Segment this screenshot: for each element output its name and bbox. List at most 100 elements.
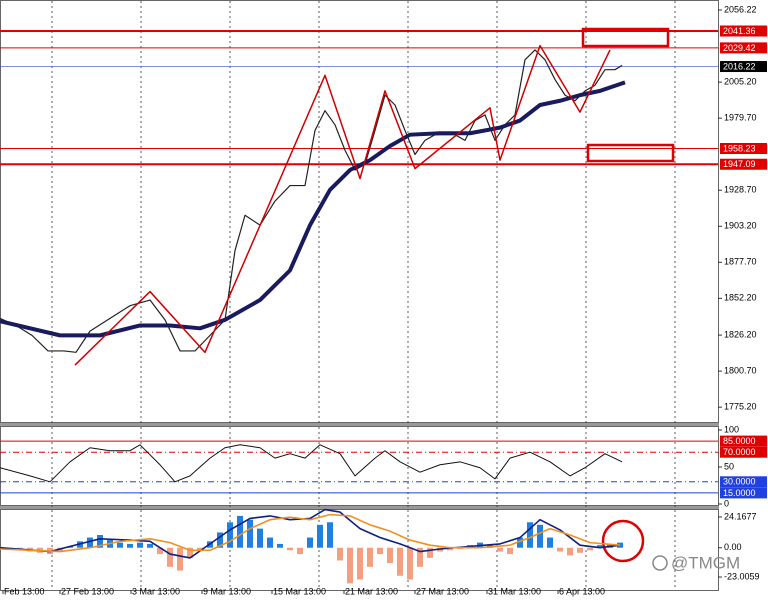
histogram-bar <box>117 542 123 548</box>
histogram-bar <box>177 547 183 571</box>
series-line <box>0 80 626 338</box>
histogram-bar <box>547 537 553 548</box>
histogram-bar <box>257 528 263 548</box>
x-tick-label: 6 Apr 13:00 <box>559 586 605 596</box>
y-tick-label: 1877.70 <box>724 257 757 267</box>
watermark: @TMGM <box>652 553 740 572</box>
histogram-bar <box>517 537 523 548</box>
x-tick-label: 15 Mar 13:00 <box>273 586 326 596</box>
level-label-box <box>720 446 767 458</box>
y-tick-label: 2005.20 <box>724 76 757 86</box>
y-tick-label: 1800.70 <box>724 366 757 376</box>
highlight-box <box>581 27 670 48</box>
histogram-bar <box>297 547 303 555</box>
highlight-circle <box>601 519 645 563</box>
x-tick-label: 9 Mar 13:00 <box>203 586 251 596</box>
level-label: 30.0000 <box>723 477 756 487</box>
level-label: 15.0000 <box>723 488 756 498</box>
level-label: 2029.42 <box>723 43 756 53</box>
histogram-bar <box>377 547 383 555</box>
y-tick-label: 24.1677 <box>724 511 757 521</box>
separator <box>0 423 719 426</box>
series-line <box>0 508 621 559</box>
level-label-box <box>720 42 767 54</box>
y-tick-label: 0.00 <box>724 542 742 552</box>
histogram-bar <box>407 547 413 580</box>
y-tick-label: 1826.20 <box>724 329 757 339</box>
level-label-box <box>720 476 767 488</box>
histogram-bar <box>247 519 253 548</box>
histogram-bar <box>557 547 563 552</box>
series-line <box>0 513 621 553</box>
separator <box>0 506 719 509</box>
histogram-bar <box>497 547 503 552</box>
level-label: 1958.23 <box>723 143 756 153</box>
histogram-bar <box>97 534 103 548</box>
histogram-bar <box>347 547 353 584</box>
histogram-bar <box>87 537 93 548</box>
y-tick-label: 1903.20 <box>724 221 757 231</box>
rsi-panel <box>0 426 719 506</box>
x-tick-label: 21 Mar 13:00 <box>345 586 398 596</box>
y-tick-label: -23.0059 <box>724 571 760 581</box>
level-label-box <box>720 142 767 154</box>
histogram-bar <box>447 547 453 551</box>
highlight-box <box>586 143 675 163</box>
main-panel <box>0 0 719 423</box>
level-label-box <box>720 61 767 73</box>
x-tick-label: 31 Mar 13:00 <box>488 586 541 596</box>
level-label-box <box>720 487 767 499</box>
histogram-bar <box>317 524 323 548</box>
histogram-bar <box>427 547 433 558</box>
histogram-bar <box>577 547 583 553</box>
histogram-bar <box>417 547 423 567</box>
histogram-bar <box>237 515 243 548</box>
histogram-bar <box>137 542 143 548</box>
level-label: 1947.09 <box>723 159 756 169</box>
macd-panel <box>0 509 719 591</box>
x-tick-label: 3 Mar 13:00 <box>132 586 180 596</box>
histogram-bar <box>357 547 363 580</box>
watermark-icon <box>652 555 668 571</box>
y-tick-label: 1852.20 <box>724 293 757 303</box>
histogram-bar <box>597 545 603 548</box>
histogram-bar <box>287 547 293 551</box>
histogram-bar <box>167 547 173 567</box>
y-tick-label: 0 <box>724 498 729 508</box>
histogram-bar <box>187 547 193 558</box>
histogram-bar <box>197 547 203 551</box>
histogram-bar <box>307 537 313 548</box>
histogram-bar <box>587 547 593 551</box>
x-tick-label: 27 Mar 13:00 <box>416 586 469 596</box>
x-tick-label: 27 Feb 13:00 <box>61 586 114 596</box>
y-tick-label: 1928.70 <box>724 185 757 195</box>
level-label-box <box>720 435 767 447</box>
level-label: 2016.22 <box>723 61 756 71</box>
histogram-bar <box>157 547 163 555</box>
histogram-bar <box>567 547 573 556</box>
series-line <box>0 444 623 483</box>
y-tick-label: 2056.22 <box>724 4 757 14</box>
histogram-bar <box>147 543 153 548</box>
histogram-bar <box>267 537 273 548</box>
series-line <box>74 44 611 366</box>
level-label: 70.0000 <box>723 447 756 457</box>
y-tick-label: 1775.20 <box>724 402 757 412</box>
histogram-bar <box>277 543 283 548</box>
histogram-bar <box>507 547 513 555</box>
histogram-bar <box>337 547 343 561</box>
level-label-box <box>720 25 767 37</box>
y-tick-label: 50 <box>724 461 734 471</box>
level-label: 85.0000 <box>723 436 756 446</box>
histogram-bar <box>327 522 333 548</box>
histogram-bar <box>227 522 233 548</box>
histogram-bar <box>217 532 223 548</box>
level-label-box <box>720 158 767 170</box>
histogram-bar <box>367 547 373 567</box>
x-tick-label: Feb 13:00 <box>4 586 45 596</box>
level-label: 2041.36 <box>723 26 756 36</box>
histogram-bar <box>537 524 543 548</box>
y-tick-label: 1979.70 <box>724 113 757 123</box>
